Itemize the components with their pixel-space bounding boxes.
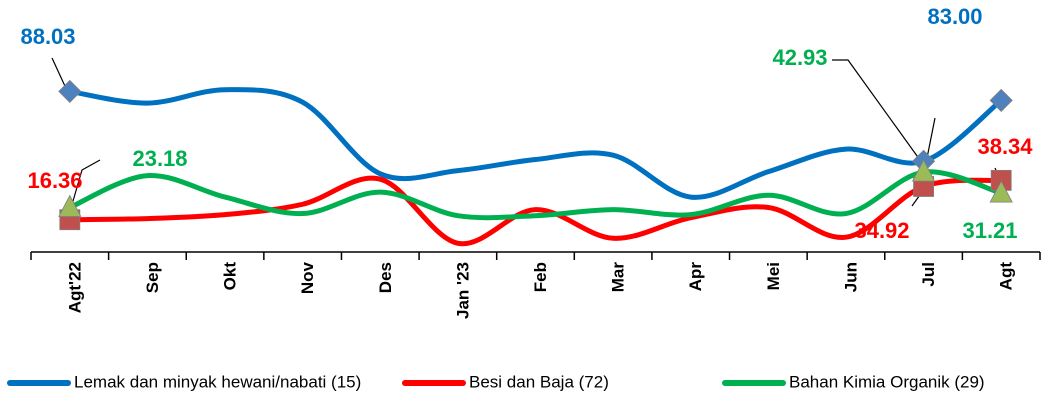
legend-label: Besi dan Baja (72) [469, 372, 609, 391]
marker [989, 88, 1013, 112]
x-tick-label: Agt'22 [65, 262, 84, 313]
x-tick-label: Sep [143, 262, 162, 293]
x-tick-label: Jul [919, 262, 938, 287]
data-label: 42.93 [772, 45, 827, 70]
data-label: 16.36 [27, 168, 82, 193]
data-label: 38.34 [977, 134, 1033, 159]
x-tick-label: Jun [841, 262, 860, 292]
x-tick-label: Jan '23 [453, 262, 472, 319]
data-label: 88.03 [20, 24, 75, 49]
series-line [68, 169, 1002, 221]
x-tick-label: Des [376, 262, 395, 293]
data-label: 23.18 [132, 146, 187, 171]
marker [58, 79, 82, 103]
x-tick-label: Agt [997, 262, 1016, 291]
x-tick-label: Feb [531, 262, 550, 292]
marker [911, 159, 936, 182]
x-tick-label: Apr [686, 262, 705, 292]
series-line [69, 87, 1003, 200]
x-tick-label: Mei [764, 262, 783, 290]
leader-line [926, 117, 936, 159]
marker [989, 180, 1013, 203]
x-tick-label: Mar [609, 262, 628, 293]
marker [58, 194, 82, 217]
x-tick-label: Okt [221, 262, 240, 291]
data-label: 31.21 [962, 218, 1017, 243]
leader-line [70, 159, 101, 209]
legend-label: Lemak dan minyak hewani/nabati (15) [74, 372, 361, 391]
legend-label: Bahan Kimia Organik (29) [789, 372, 985, 391]
data-label: 34.92 [854, 218, 909, 243]
x-tick-label: Nov [298, 261, 317, 294]
series-line [69, 175, 1002, 247]
data-label: 83.00 [927, 4, 982, 29]
leader-line [832, 59, 926, 168]
